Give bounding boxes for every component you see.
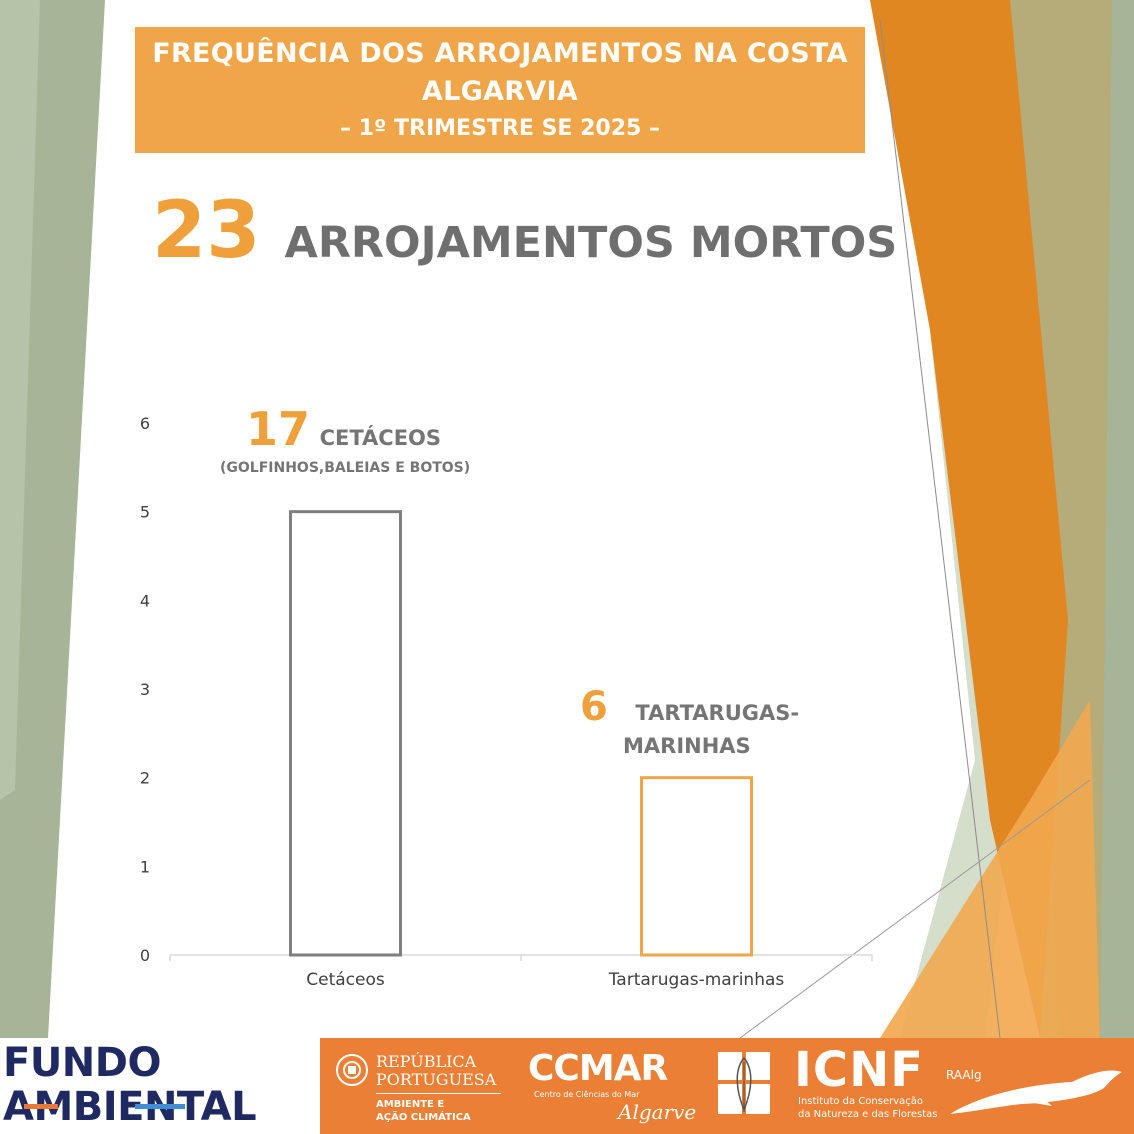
cetaceos-count: 17 — [246, 402, 311, 456]
partner-logos-bar: REPÚBLICA PORTUGUESA AMBIENTE E AÇÃO CLI… — [320, 1038, 1134, 1134]
bar-tartarugas-marinhas — [640, 776, 753, 957]
dolphin-icon — [950, 1070, 1122, 1114]
y-tick-label: 5 — [140, 503, 150, 522]
republica-line-2: PORTUGUESA — [376, 1070, 497, 1089]
bar-cetaceos — [289, 510, 402, 957]
right-pale-panel — [900, 330, 1010, 1038]
right-orange-arrow — [870, 0, 1068, 1038]
fundo-accent-bar-blue — [135, 1104, 185, 1109]
republica-sub-2: AÇÃO CLIMÁTICA — [376, 1112, 471, 1123]
republica-line-1: REPÚBLICA — [376, 1052, 477, 1071]
y-tick-label: 2 — [140, 769, 150, 788]
cetaceos-sublabel: (GOLFINHOS,BALEIAS E BOTOS) — [220, 460, 471, 476]
y-tick-label: 6 — [140, 414, 150, 433]
total-label: ARROJAMENTOS MORTOS — [284, 218, 898, 268]
tartarugas-count: 6 — [580, 684, 608, 730]
title-line-3: – 1º TRIMESTRE SE 2025 – — [340, 116, 660, 141]
tartarugas-label-1: TARTARUGAS- — [635, 701, 800, 725]
republica-divider — [376, 1093, 501, 1094]
total-count: 23 — [152, 186, 261, 276]
fundo-text: FUNDO — [3, 1040, 162, 1086]
thin-diagonal-line — [879, 19, 1001, 1039]
republica-emblem-icon — [336, 1054, 368, 1086]
bar-chart: 0 1 2 3 4 5 6 Cetáceos Tartarugas-marinhas — [140, 414, 873, 990]
ccmar-algarve: Algarve — [618, 1100, 697, 1124]
fundo-accent-bar — [24, 1104, 58, 1109]
thin-diagonal-line-2 — [739, 779, 1091, 1039]
icnf-logo-text: ICNF — [794, 1042, 925, 1098]
ccmar-subtitle: Centro de Ciências do Mar — [534, 1090, 640, 1099]
headline: 23 ARROJAMENTOS MORTOS — [152, 186, 897, 276]
title-banner: FREQUÊNCIA DOS ARROJAMENTOS NA COSTA ALG… — [135, 27, 865, 153]
y-tick-label: 4 — [140, 591, 150, 610]
y-tick-label: 1 — [140, 857, 150, 876]
raalg-text: RAAlg — [946, 1068, 982, 1082]
x-tick-label: Tartarugas-marinhas — [608, 970, 785, 990]
icnf-subtitle-2: da Natureza e das Florestas — [798, 1109, 938, 1120]
icnf-subtitle-1: Instituto da Conservação — [798, 1096, 924, 1107]
left-green-panel-light — [0, 0, 40, 800]
y-tick-label: 3 — [140, 680, 150, 699]
ccmar-logo-text: CCMAR — [528, 1048, 668, 1089]
right-light-orange — [880, 700, 1100, 1038]
cetaceos-label: CETÁCEOS — [319, 426, 442, 450]
tartarugas-annotation: 6 TARTARUGAS- — [580, 684, 799, 730]
cetaceos-annotation: 17 CETÁCEOS — [246, 402, 441, 456]
icnf-oak-leaf-icon — [718, 1052, 770, 1114]
title-line-2: ALGARVIA — [421, 76, 579, 107]
fundo-ambiental-logo: FUNDO AMBIENTAL — [0, 1038, 320, 1134]
republica-sub-1: AMBIENTE E — [376, 1099, 445, 1110]
tartarugas-label-2: MARINHAS — [623, 734, 751, 758]
y-tick-label: 0 — [140, 946, 150, 965]
x-tick-label: Cetáceos — [306, 970, 385, 990]
title-line-1: FREQUÊNCIA DOS ARROJAMENTOS NA COSTA — [152, 38, 848, 69]
